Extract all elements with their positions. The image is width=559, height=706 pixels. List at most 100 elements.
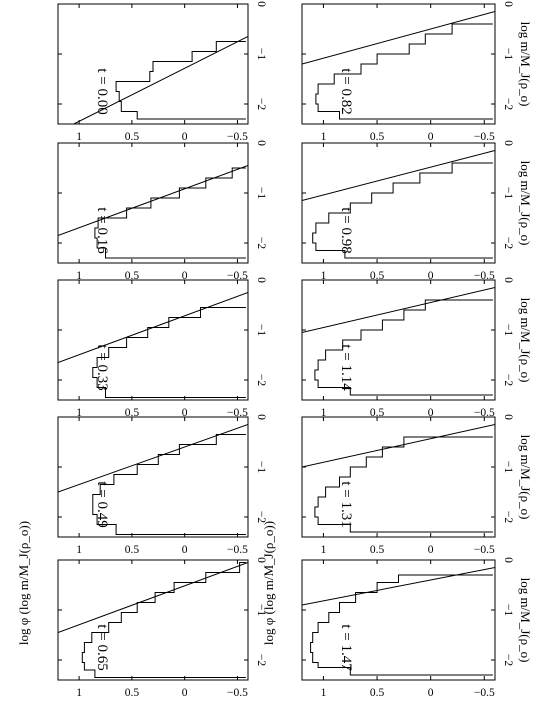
y-tick-label: −0.5 — [474, 544, 495, 556]
panel-6: −2 −1 0 −0.5 0 0.5 1 log m/M_J(ρ_o)t = 0.82 — [301, 1, 533, 143]
histogram-steps — [92, 307, 246, 398]
histogram-steps — [315, 23, 493, 120]
histogram-steps — [312, 162, 493, 259]
x-tick-label: −2 — [502, 654, 514, 666]
time-label: t = 1.47 — [338, 624, 354, 671]
y-tick-label: 1 — [76, 544, 82, 556]
y-tick-label: −0.5 — [474, 270, 495, 282]
xlabel: log m/M_J(ρ_o) — [518, 298, 533, 383]
fit-line — [302, 287, 495, 333]
x-tick-label: 0 — [255, 414, 267, 420]
ylabel-bottom: log φ (log m/M_J(ρ_o)) — [261, 521, 276, 645]
panels-group: −2 −1 0 −0.5 0 0.5 1 t = 0.00 −2 −1 0 −0.5 0 0.5 1 t = … — [57, 1, 533, 699]
histogram-steps — [310, 574, 493, 676]
fit-line — [302, 11, 495, 65]
time-label: t = 0.98 — [338, 207, 354, 253]
x-tick-label: −2 — [502, 511, 514, 523]
histogram-steps — [81, 562, 246, 678]
x-tick-label: −2 — [255, 237, 267, 249]
time-label: t = 0.49 — [94, 481, 110, 527]
x-tick-label: −1 — [502, 48, 514, 60]
panel-3: −2 −1 0 −0.5 0 0.5 1 t = 0.33 — [57, 277, 267, 419]
time-label: t = 0.33 — [94, 344, 110, 390]
panel-frame — [57, 279, 249, 401]
x-tick-label: −2 — [255, 374, 267, 386]
y-tick-label: 0 — [182, 270, 188, 282]
y-tick-label: 0.5 — [125, 270, 140, 282]
y-tick-label: 0.5 — [125, 544, 140, 556]
y-tick-label: 0 — [182, 131, 188, 143]
y-tick-label: 0.5 — [125, 687, 140, 699]
xlabel: log m/M_J(ρ_o) — [518, 578, 533, 663]
x-tick-label: −2 — [255, 511, 267, 523]
fit-line — [58, 424, 248, 493]
fit-line — [58, 165, 248, 236]
x-tick-label: 0 — [502, 557, 514, 563]
fit-line — [58, 292, 248, 363]
panel-4: −2 −1 0 −0.5 0 0.5 1 t = 0.49 — [57, 414, 267, 556]
histogram-steps — [314, 299, 493, 396]
ylabel-left: log φ (log m/M_J(ρ_o)) — [16, 521, 31, 645]
y-tick-label: 0.5 — [125, 131, 140, 143]
x-tick-label: −1 — [255, 187, 267, 199]
fit-line — [302, 150, 495, 201]
panel-1: −2 −1 0 −0.5 0 0.5 1 t = 0.00 — [57, 1, 267, 143]
y-tick-label: −0.5 — [227, 270, 248, 282]
x-tick-label: −2 — [502, 374, 514, 386]
x-tick-label: −1 — [502, 324, 514, 336]
time-label: t = 1.14 — [338, 344, 354, 391]
panel-frame — [57, 559, 249, 681]
time-label: t = 0.00 — [94, 68, 110, 114]
y-tick-label: 1 — [76, 407, 82, 419]
histogram-steps — [92, 434, 246, 535]
y-tick-label: 1 — [321, 544, 327, 556]
y-tick-label: 0.5 — [370, 131, 385, 143]
x-tick-label: −1 — [502, 461, 514, 473]
fit-line — [302, 567, 495, 606]
panel-8: −2 −1 0 −0.5 0 0.5 1 log m/M_J(ρ_o)t = 1.14 — [301, 277, 533, 419]
y-tick-label: 1 — [321, 407, 327, 419]
x-tick-label: −1 — [255, 48, 267, 60]
y-tick-label: −0.5 — [474, 407, 495, 419]
histogram-steps — [314, 436, 493, 533]
y-tick-label: 0.5 — [370, 687, 385, 699]
y-tick-label: −0.5 — [474, 687, 495, 699]
panel-2: −2 −1 0 −0.5 0 0.5 1 t = 0.16 — [57, 140, 267, 282]
y-tick-label: 0 — [182, 544, 188, 556]
y-tick-label: 1 — [76, 131, 82, 143]
fit-line — [302, 424, 495, 468]
y-tick-label: 0 — [428, 544, 434, 556]
time-label: t = 0.82 — [338, 68, 354, 114]
panel-frame — [57, 142, 249, 264]
fit-line — [73, 36, 248, 124]
x-tick-label: 0 — [502, 1, 514, 7]
panel-frame — [57, 3, 249, 125]
y-tick-label: 0 — [182, 407, 188, 419]
y-tick-label: 1 — [76, 270, 82, 282]
xlabel: log m/M_J(ρ_o) — [518, 435, 533, 520]
y-tick-label: −0.5 — [227, 544, 248, 556]
x-tick-label: −2 — [255, 654, 267, 666]
panel-10: −2 −1 0 −0.5 0 0.5 1 log m/M_J(ρ_o)t = 1.47 — [301, 557, 533, 699]
y-tick-label: 0.5 — [370, 407, 385, 419]
time-label: t = 1.31 — [338, 481, 354, 527]
y-tick-label: −0.5 — [227, 687, 248, 699]
y-tick-label: 0.5 — [125, 407, 140, 419]
xlabel: log m/M_J(ρ_o) — [518, 161, 533, 246]
time-label: t = 0.16 — [94, 207, 110, 254]
panel-frame — [301, 3, 496, 125]
y-tick-label: 1 — [321, 131, 327, 143]
y-tick-label: −0.5 — [227, 131, 248, 143]
x-tick-label: −2 — [502, 98, 514, 110]
x-tick-label: 0 — [255, 277, 267, 283]
y-tick-label: −0.5 — [474, 131, 495, 143]
x-tick-label: 0 — [255, 1, 267, 7]
y-tick-label: 0 — [428, 407, 434, 419]
fit-line — [58, 562, 248, 633]
xlabel: log m/M_J(ρ_o) — [518, 22, 533, 107]
y-tick-label: 1 — [321, 270, 327, 282]
panel-frame — [301, 416, 496, 538]
y-tick-label: 1 — [321, 687, 327, 699]
x-tick-label: 0 — [502, 414, 514, 420]
